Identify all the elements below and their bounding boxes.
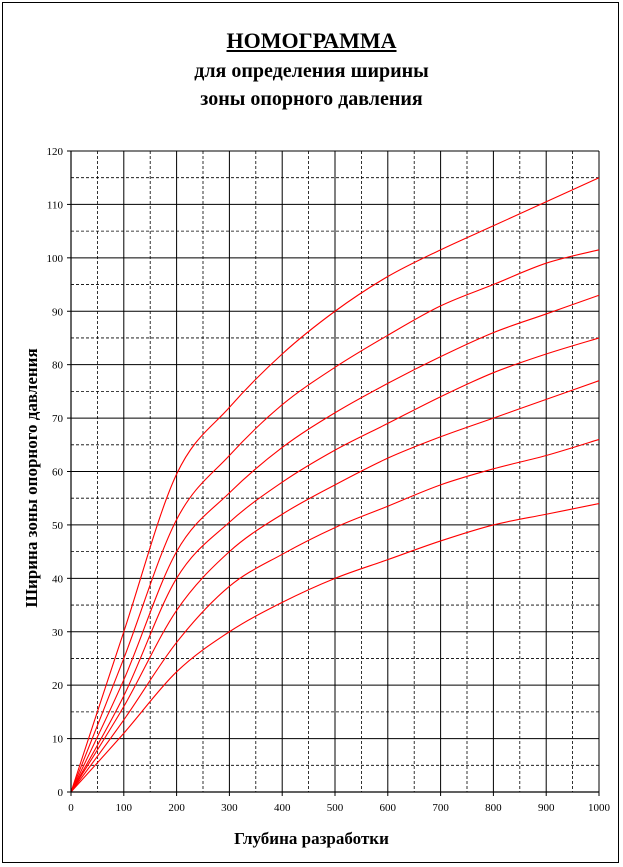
y-tick-label: 70 [52, 413, 64, 425]
y-tick-label: 60 [52, 467, 64, 479]
series-line-5 [70, 380, 600, 793]
y-axis-label: Ширина зоны опорного давления [22, 348, 41, 608]
tick-labels: 0 10 20 30 40 50 60 70 80 90 100 110 120 0 100 200 300 40… [47, 146, 611, 814]
x-tick-label: 800 [485, 802, 502, 814]
y-tick-label: 120 [47, 146, 64, 158]
chart-title: НОМОГРАММА [226, 28, 397, 53]
y-tick-label: 40 [52, 573, 64, 585]
x-tick-label: 300 [221, 802, 238, 814]
y-tick-label: 0 [58, 787, 64, 799]
y-tick-label: 30 [52, 627, 64, 639]
x-tick-label: 200 [168, 802, 185, 814]
y-tick-label: 110 [47, 199, 64, 211]
chart-subtitle-line-2: зоны опорного давления [200, 88, 423, 110]
series-lines [70, 177, 600, 793]
chart-subtitle-line-1: для определения ширины [194, 60, 429, 82]
y-tick-label: 50 [52, 520, 64, 532]
x-tick-label: 0 [68, 802, 74, 814]
y-tick-label: 100 [47, 253, 64, 265]
x-tick-label: 900 [538, 802, 555, 814]
y-tick-label: 90 [52, 306, 64, 318]
x-tick-label: 100 [116, 802, 133, 814]
series-line-3 [70, 294, 600, 793]
y-tick-label: 80 [52, 360, 64, 372]
series-line-2 [70, 249, 600, 793]
series-line-6 [70, 438, 600, 793]
series-line-1 [70, 177, 600, 793]
x-tick-label: 600 [380, 802, 397, 814]
x-tick-label: 1000 [588, 802, 611, 814]
y-tick-label: 10 [52, 734, 64, 746]
axes [67, 150, 600, 796]
x-axis-label: Глубина разработки [234, 829, 389, 848]
series-line-7 [70, 503, 600, 793]
x-tick-label: 500 [327, 802, 344, 814]
y-tick-label: 20 [52, 680, 64, 692]
x-tick-label: 700 [432, 802, 449, 814]
x-tick-label: 400 [274, 802, 291, 814]
series-line-4 [70, 337, 600, 793]
